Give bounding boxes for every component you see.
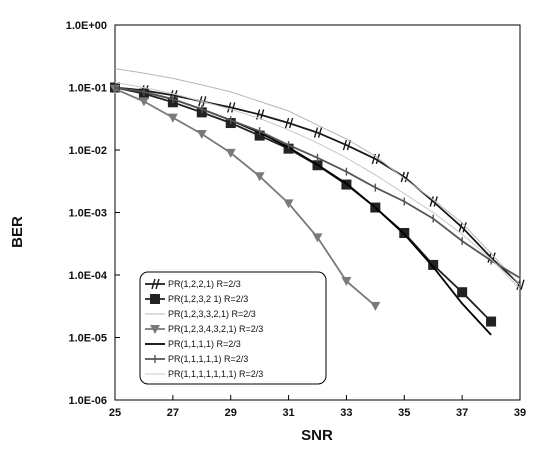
- series-7: [114, 82, 521, 290]
- legend-box: [139, 271, 327, 385]
- legend-label: PR(1,2,3,4,3,2,1) R=2/3: [168, 324, 263, 334]
- series-point: [283, 199, 294, 209]
- y-tick-label: 1.0E-02: [68, 145, 107, 157]
- x-tick-label: 39: [514, 407, 526, 419]
- legend-label: PR(1,2,2,1) R=2/3: [168, 279, 241, 289]
- series-point: [167, 113, 178, 123]
- x-tick-label: 33: [340, 407, 352, 419]
- legend-label: PR(1,2,3,3,2,1) R=2/3: [168, 309, 256, 319]
- series-point: [254, 130, 265, 141]
- series-point: [428, 259, 439, 270]
- y-tick-label: 1.0E-05: [68, 333, 107, 345]
- legend-label: PR(1,2,3,2 1) R=2/3: [168, 294, 248, 304]
- y-tick-label: 1.0E+00: [66, 20, 107, 32]
- y-tick-label: 1.0E-04: [68, 270, 107, 282]
- x-tick-label: 37: [456, 407, 468, 419]
- legend: PR(1,2,2,1) R=2/3 PR(1,2,3,2 1) R=2/3 PR(1…: [139, 271, 327, 385]
- series-layer: [110, 68, 525, 336]
- series-point: [486, 316, 497, 327]
- series-point: [458, 222, 467, 233]
- y-tick-label: 1.0E-06: [68, 395, 107, 407]
- series-point: [138, 97, 149, 107]
- series-3: [114, 68, 521, 286]
- series-point: [457, 287, 468, 298]
- series-point: [254, 172, 265, 182]
- series-line: [114, 88, 376, 307]
- y-tick-label: 1.0E-03: [68, 208, 107, 220]
- series-line: [114, 82, 521, 290]
- y-axis-title: BER: [9, 216, 26, 248]
- series-point: [150, 325, 160, 334]
- series-point: [312, 233, 323, 243]
- series-point: [151, 278, 160, 290]
- series-line: [114, 86, 521, 286]
- y-axis-ticks: 1.0E+00 1.0E-01 1.0E-02 1.0E-03 1.0E-04 1.0E-…: [66, 20, 120, 407]
- series-4: [110, 84, 381, 311]
- series-point: [225, 148, 236, 158]
- series-point: [342, 139, 352, 151]
- series-point: [196, 130, 207, 140]
- legend-label: PR(1,1,1,1) R=2/3: [168, 339, 241, 349]
- x-axis-title: SNR: [301, 427, 333, 444]
- series-point: [284, 117, 294, 129]
- series-point: [370, 301, 381, 311]
- series-6: [114, 83, 521, 282]
- x-axis-ticks: 25 27 29 31 33 35 37 39: [109, 395, 526, 419]
- legend-label: PR(1,1,1,1,1) R=2/3: [168, 354, 248, 364]
- x-tick-label: 27: [167, 407, 179, 419]
- series-point: [150, 294, 160, 304]
- series-point: [227, 102, 236, 113]
- y-tick-label: 1.0E-01: [68, 83, 107, 95]
- series-point: [341, 277, 352, 287]
- x-tick-label: 25: [109, 407, 121, 419]
- x-tick-label: 35: [398, 407, 410, 419]
- series-point: [313, 127, 323, 138]
- x-tick-label: 31: [282, 407, 294, 419]
- x-tick-label: 29: [225, 407, 237, 419]
- series-line: [114, 68, 521, 286]
- legend-label: PR(1,1,1,1,1,1,1) R=2/3: [168, 369, 263, 379]
